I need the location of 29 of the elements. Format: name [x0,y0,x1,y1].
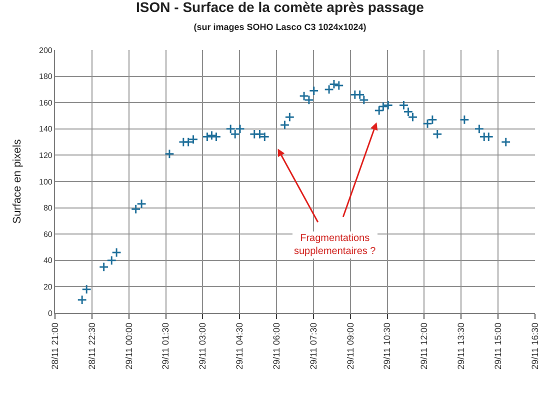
y-tick-label: 160 [39,98,53,108]
x-tick-label: 29/11 16:30 [530,322,540,370]
x-tick-label: 29/11 06:00 [271,322,282,370]
y-tick-label: 140 [39,124,53,134]
y-tick-label: 40 [43,256,53,266]
y-tick-label: 20 [43,282,53,292]
y-tick-label: 120 [39,151,53,160]
chart-title: ISON - Surface de la comète après passage [136,0,424,15]
y-tick-label: 0 [48,308,53,318]
y-tick-label: 200 [39,46,53,55]
x-tick-label: 29/11 15:00 [493,322,504,370]
y-tick-label: 180 [39,72,53,82]
x-tick-label: 28/11 21:00 [50,322,60,370]
x-tick-label: 28/11 22:30 [86,322,97,370]
x-tick-label: 29/11 13:30 [456,322,466,370]
x-tick-label: 29/11 10:30 [382,322,392,370]
x-tick-label: 29/11 07:30 [308,322,318,370]
x-tick-label: 29/11 03:00 [198,322,208,370]
y-axis-title: Surface en pixels [12,138,24,224]
y-tick-label: 60 [43,230,53,239]
chart-subtitle: (sur images SOHO Lasco C3 1024x1024) [194,22,366,32]
annotation: Fragmentations supplementaires ? [294,233,376,257]
x-tick-label: 29/11 01:30 [160,322,171,370]
x-tick-label: 29/11 12:00 [419,322,430,370]
y-tick-label: 80 [43,204,53,213]
x-tick-label: 29/11 09:00 [345,322,356,370]
x-tick-label: 29/11 04:30 [234,322,245,370]
x-tick-label: 29/11 00:00 [124,322,134,370]
y-tick-label: 100 [39,177,53,186]
